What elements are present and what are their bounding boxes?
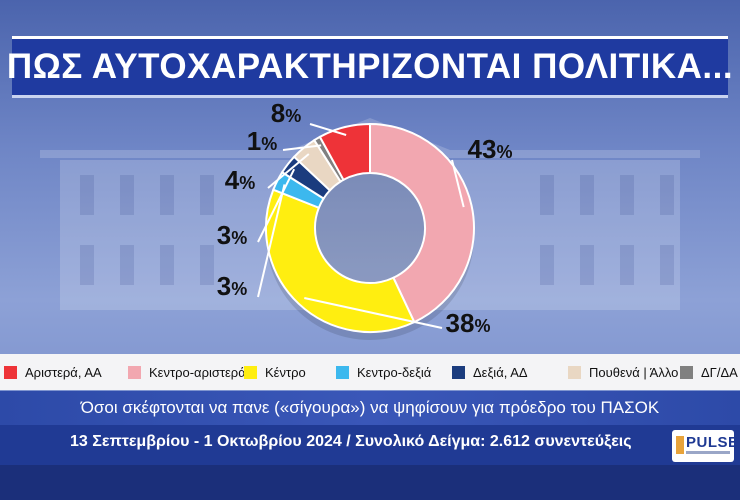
- leader-line-3: [257, 184, 286, 298]
- data-label-2: 38%: [446, 308, 491, 338]
- logo-underline: [686, 451, 730, 454]
- leader-line-2: [304, 297, 443, 329]
- leader-line-4: [257, 168, 296, 243]
- chart-title: ΠΩΣ ΑΥΤΟΧΑΡΑΚΤΗΡΙΖΟΝΤΑΙ ΠΟΛΙΤΙΚΑ...: [6, 47, 734, 86]
- data-label-7: 8%: [271, 98, 301, 128]
- legend-swatch: [244, 365, 257, 379]
- pulse-logo: PULSE: [672, 430, 738, 462]
- legend-item-4: Κεντρο-δεξιά: [336, 360, 431, 384]
- title-banner: ΠΩΣ ΑΥΤΟΧΑΡΑΚΤΗΡΙΖΟΝΤΑΙ ΠΟΛΙΤΙΚΑ...: [7, 36, 733, 98]
- subtitle-text: Όσοι σκέφτονται να πανε («σίγουρα») να ψ…: [80, 398, 660, 417]
- data-label-3: 3%: [217, 271, 247, 301]
- leader-line-1: [451, 159, 465, 208]
- legend-swatch: [336, 365, 349, 379]
- footer-text: 13 Σεπτεμβρίου - 1 Οκτωβρίου 2024 / Συνο…: [70, 433, 632, 450]
- data-label-4: 3%: [217, 220, 247, 250]
- legend-item-3: Κέντρο: [244, 360, 306, 384]
- legend-label: Δεξιά, ΑΔ: [473, 364, 528, 380]
- legend-swatch: [680, 365, 693, 379]
- subtitle-bar: Όσοι σκέφτονται να πανε («σίγουρα») να ψ…: [0, 391, 740, 425]
- legend-item-5: Δεξιά, ΑΔ: [452, 360, 528, 384]
- legend-item-2: Κεντρο-αριστερά: [128, 360, 246, 384]
- legend-swatch: [452, 365, 465, 379]
- logo-mark-icon: [676, 436, 684, 454]
- legend-item-7: ΔΓ/ΔΑ: [680, 360, 738, 384]
- data-label-1: 43%: [468, 134, 513, 164]
- bottom-band: [0, 465, 740, 500]
- legend-item-6: Πουθενά | Άλλο: [568, 360, 678, 384]
- data-label-5: 4%: [225, 165, 255, 195]
- data-label-6: 1%: [247, 126, 277, 156]
- legend-label: Κέντρο: [265, 364, 306, 380]
- legend-label: Κεντρο-δεξιά: [357, 364, 432, 380]
- legend-label: ΔΓ/ΔΑ: [701, 364, 738, 380]
- legend-label: Πουθενά | Άλλο: [589, 364, 679, 380]
- slice-2: [265, 188, 416, 333]
- footer-bar: 13 Σεπτεμβρίου - 1 Οκτωβρίου 2024 / Συνο…: [0, 425, 740, 465]
- legend-label: Αριστερά, ΑΑ: [25, 364, 102, 380]
- leader-line-6: [282, 144, 322, 151]
- slice-1: [369, 122, 475, 324]
- logo-text: PULSE: [686, 434, 739, 451]
- legend-swatch: [4, 365, 17, 379]
- leader-line-7: [309, 123, 347, 136]
- legend-label: Κεντρο-αριστερά: [149, 364, 246, 380]
- legend-swatch: [128, 365, 141, 379]
- legend: Αριστερά, ΑΑ Κεντρο-αριστερά Κέντρο Κεντρο-…: [0, 354, 740, 390]
- legend-item-1: Αριστερά, ΑΑ: [4, 360, 102, 384]
- leader-line-5: [267, 153, 310, 189]
- legend-swatch: [568, 365, 581, 379]
